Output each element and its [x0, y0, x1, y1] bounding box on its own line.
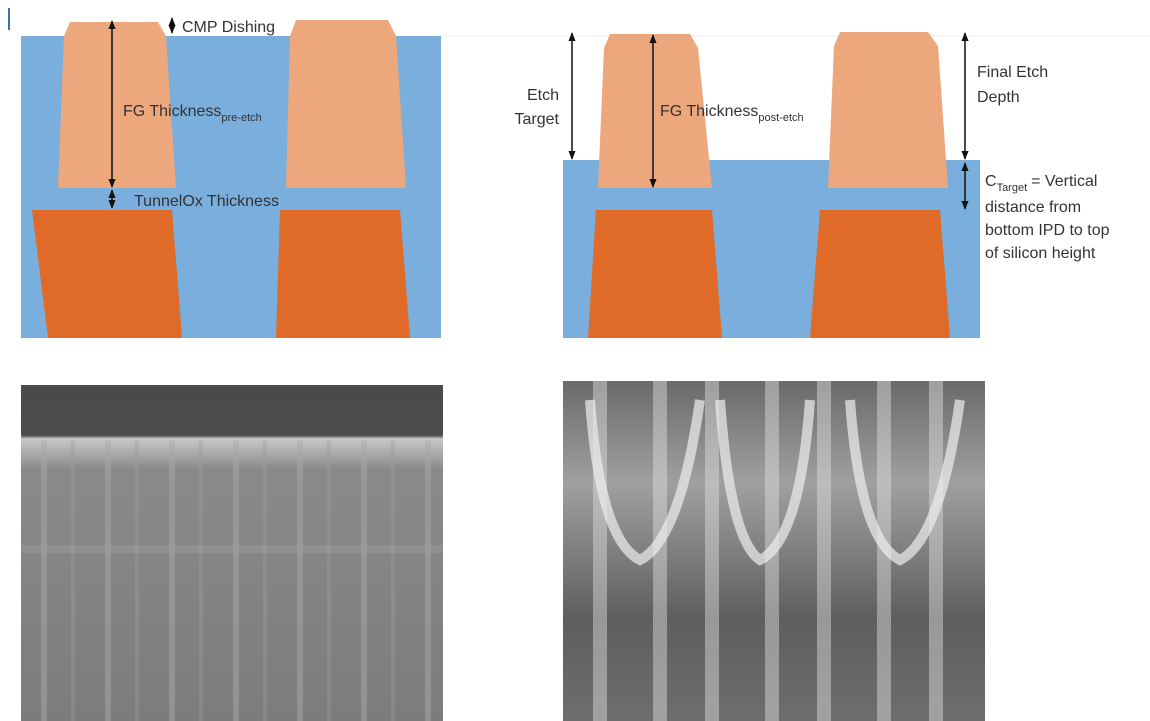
sem-image-left	[21, 385, 443, 721]
label: Final Etch	[977, 64, 1048, 81]
label: Etch	[527, 87, 559, 104]
text: C	[985, 173, 997, 190]
text: Target	[997, 182, 1028, 194]
marker	[8, 8, 10, 30]
text: post-etch	[758, 112, 803, 124]
label: bottom IPD to top	[985, 222, 1110, 239]
text: = Vertical	[1031, 173, 1097, 190]
page: CMP Dishing FG Thicknesspre-etch TunnelO…	[0, 0, 1150, 721]
label: of silicon height	[985, 245, 1096, 262]
label: CTarget= Vertical	[985, 173, 1097, 194]
text: FG Thickness	[123, 103, 221, 120]
text: pre-etch	[221, 112, 261, 124]
sem-image-right	[563, 381, 985, 721]
label: TunnelOx Thickness	[134, 193, 279, 210]
label: Depth	[977, 89, 1020, 106]
label: distance from	[985, 199, 1081, 216]
label: CMP Dishing	[182, 19, 275, 36]
right-diagram: Etch Target FG Thicknesspost-etch Final …	[515, 32, 1110, 338]
label: Target	[515, 111, 560, 128]
left-diagram: CMP Dishing FG Thicknesspre-etch TunnelO…	[21, 18, 441, 338]
text: FG Thickness	[660, 103, 758, 120]
